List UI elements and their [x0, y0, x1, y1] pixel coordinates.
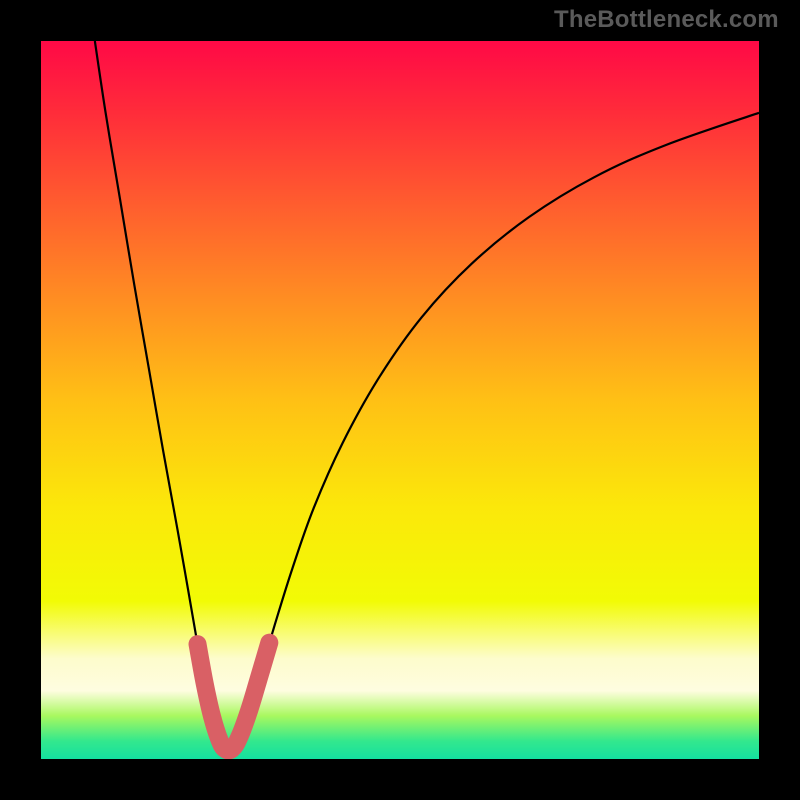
plot-background — [41, 41, 759, 759]
chart-frame: TheBottleneck.com — [0, 0, 800, 800]
chart-plot — [0, 0, 800, 800]
